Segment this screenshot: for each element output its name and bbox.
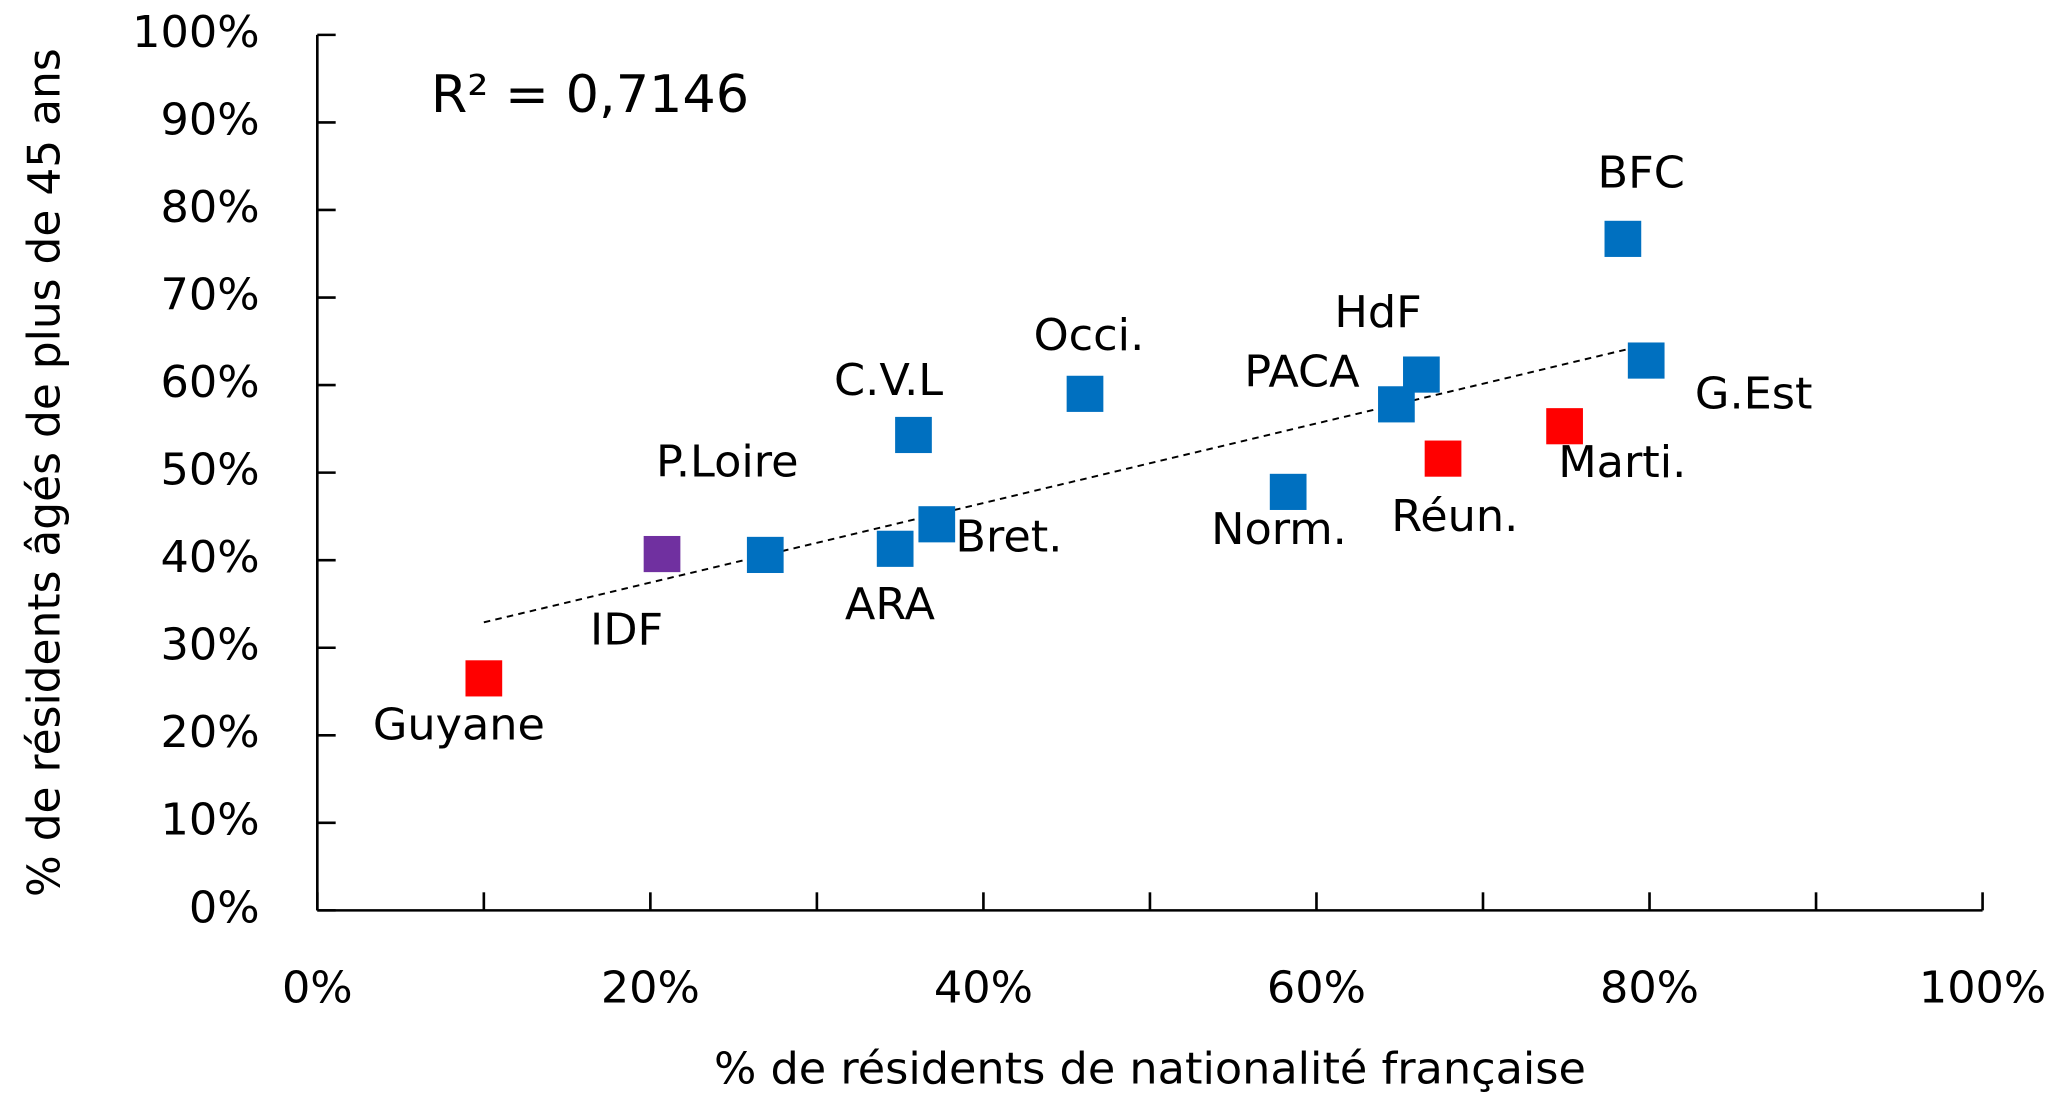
point — [1604, 220, 1642, 257]
point — [1424, 440, 1462, 477]
y-tick-label: 10% — [161, 795, 260, 846]
point-label: Réun. — [1391, 492, 1518, 543]
point-label: PACA — [1244, 347, 1359, 398]
point — [1269, 473, 1307, 510]
y-tick-label: 30% — [161, 620, 260, 671]
point — [895, 416, 932, 454]
x-tick-label: 0% — [282, 963, 353, 1014]
point-label: Marti. — [1558, 437, 1686, 488]
r2-annotation: R² = 0,7146 — [431, 65, 749, 125]
y-tick-label: 70% — [161, 270, 260, 321]
y-tick-label: 0% — [189, 883, 260, 934]
point-label: P.Loire — [656, 437, 799, 488]
point-label: HdF — [1334, 287, 1421, 338]
point-label: Norm. — [1211, 504, 1347, 555]
y-tick-label: 80% — [161, 182, 260, 233]
point — [918, 506, 956, 543]
point-label: IDF — [590, 605, 663, 656]
point-label: C.V.L — [834, 356, 943, 407]
point — [465, 660, 503, 697]
y-tick-label: 100% — [132, 7, 259, 58]
point-label: BFC — [1598, 148, 1685, 199]
point — [746, 536, 784, 574]
point — [1627, 342, 1665, 379]
x-tick-label: 40% — [934, 963, 1033, 1014]
point-label: G.Est — [1695, 369, 1813, 420]
y-tick-label: 90% — [161, 95, 260, 146]
x-axis-label: % de résidents de nationalité française — [714, 1044, 1586, 1095]
y-tick-label: 40% — [161, 532, 260, 583]
point — [643, 535, 681, 573]
point — [876, 530, 914, 567]
x-tick-label: 80% — [1600, 963, 1699, 1014]
point — [1546, 408, 1583, 445]
x-tick-label: 60% — [1267, 963, 1366, 1014]
point-label: Bret. — [955, 512, 1062, 563]
y-tick-label: 50% — [161, 445, 260, 496]
point-label: Guyane — [373, 700, 545, 751]
point — [1066, 375, 1104, 412]
point — [1403, 356, 1440, 393]
point-label: ARA — [845, 579, 935, 630]
y-tick-label: 20% — [161, 707, 260, 758]
point-label: Occi. — [1034, 311, 1145, 362]
x-tick-label: 20% — [601, 963, 700, 1014]
x-tick-label: 100% — [1919, 963, 2046, 1014]
y-axis-label: % de résidents âgés de plus de 45 ans — [19, 48, 70, 897]
y-tick-label: 60% — [161, 357, 260, 408]
